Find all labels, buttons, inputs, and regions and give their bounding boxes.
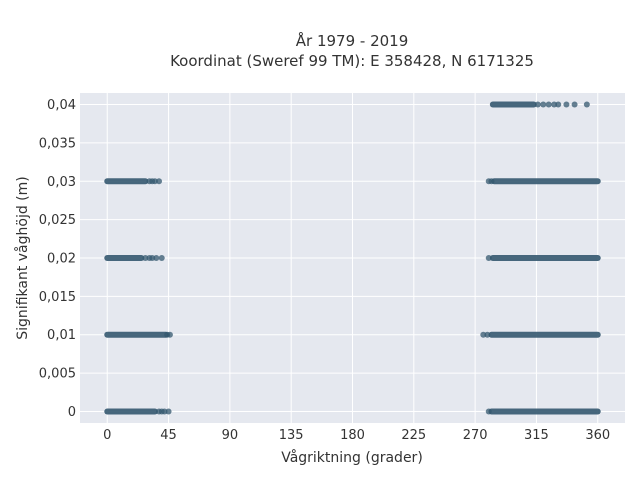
y-tick-label: 0,005 <box>39 367 76 382</box>
data-point-cluster <box>491 178 601 185</box>
x-tick-label: 270 <box>463 428 488 443</box>
data-point <box>488 178 495 185</box>
data-point-cluster <box>104 331 169 338</box>
data-point-cluster <box>488 408 601 415</box>
x-tick-label: 225 <box>401 428 426 443</box>
x-tick-label: 360 <box>585 428 610 443</box>
x-tick-label: 180 <box>340 428 365 443</box>
y-tick-label: 0,02 <box>47 252 76 267</box>
x-tick-label: 45 <box>160 428 177 443</box>
data-point <box>165 408 172 415</box>
data-point <box>540 101 547 108</box>
data-point-cluster <box>104 255 145 261</box>
x-axis-ticks: 0 45 90 135 180 225 270 315 360 <box>103 428 610 443</box>
data-point <box>545 101 552 108</box>
data-point <box>158 255 165 261</box>
y-tick-label: 0,01 <box>47 328 76 343</box>
data-point-cluster <box>489 101 537 108</box>
y-tick-label: 0,03 <box>47 175 76 190</box>
data-point-cluster <box>104 178 149 185</box>
data-point <box>571 101 578 108</box>
data-point <box>485 255 492 261</box>
y-axis-title: Signifikant våghöjd (m) <box>14 176 31 339</box>
data-point <box>485 408 492 415</box>
data-point-cluster <box>104 408 158 415</box>
y-tick-label: 0 <box>68 405 76 420</box>
data-point <box>563 101 570 108</box>
y-tick-label: 0,04 <box>47 98 76 113</box>
data-point-cluster <box>488 331 601 338</box>
data-point <box>166 331 173 338</box>
data-point <box>153 255 160 261</box>
y-tick-label: 0,035 <box>39 136 76 151</box>
y-tick-label: 0,025 <box>39 213 76 228</box>
x-tick-label: 135 <box>279 428 304 443</box>
x-axis-title: Vågriktning (grader) <box>281 449 423 466</box>
x-tick-label: 90 <box>222 428 239 443</box>
data-point <box>534 101 541 108</box>
data-point <box>583 101 590 108</box>
data-point-cluster <box>489 255 601 261</box>
data-point <box>484 331 491 338</box>
x-tick-label: 0 <box>103 428 111 443</box>
data-point <box>555 101 562 108</box>
data-point <box>156 178 163 185</box>
x-tick-label: 315 <box>524 428 549 443</box>
y-axis-ticks: 0 0,005 0,01 0,015 0,02 0,025 0,03 0,035 0,04 <box>39 98 76 420</box>
chart-title-line1: År 1979 - 2019 <box>296 31 409 50</box>
chart-title-line2: Koordinat (Sweref 99 TM): E 358428, N 61… <box>170 52 534 70</box>
data-points <box>104 101 601 415</box>
y-tick-label: 0,015 <box>39 290 76 305</box>
